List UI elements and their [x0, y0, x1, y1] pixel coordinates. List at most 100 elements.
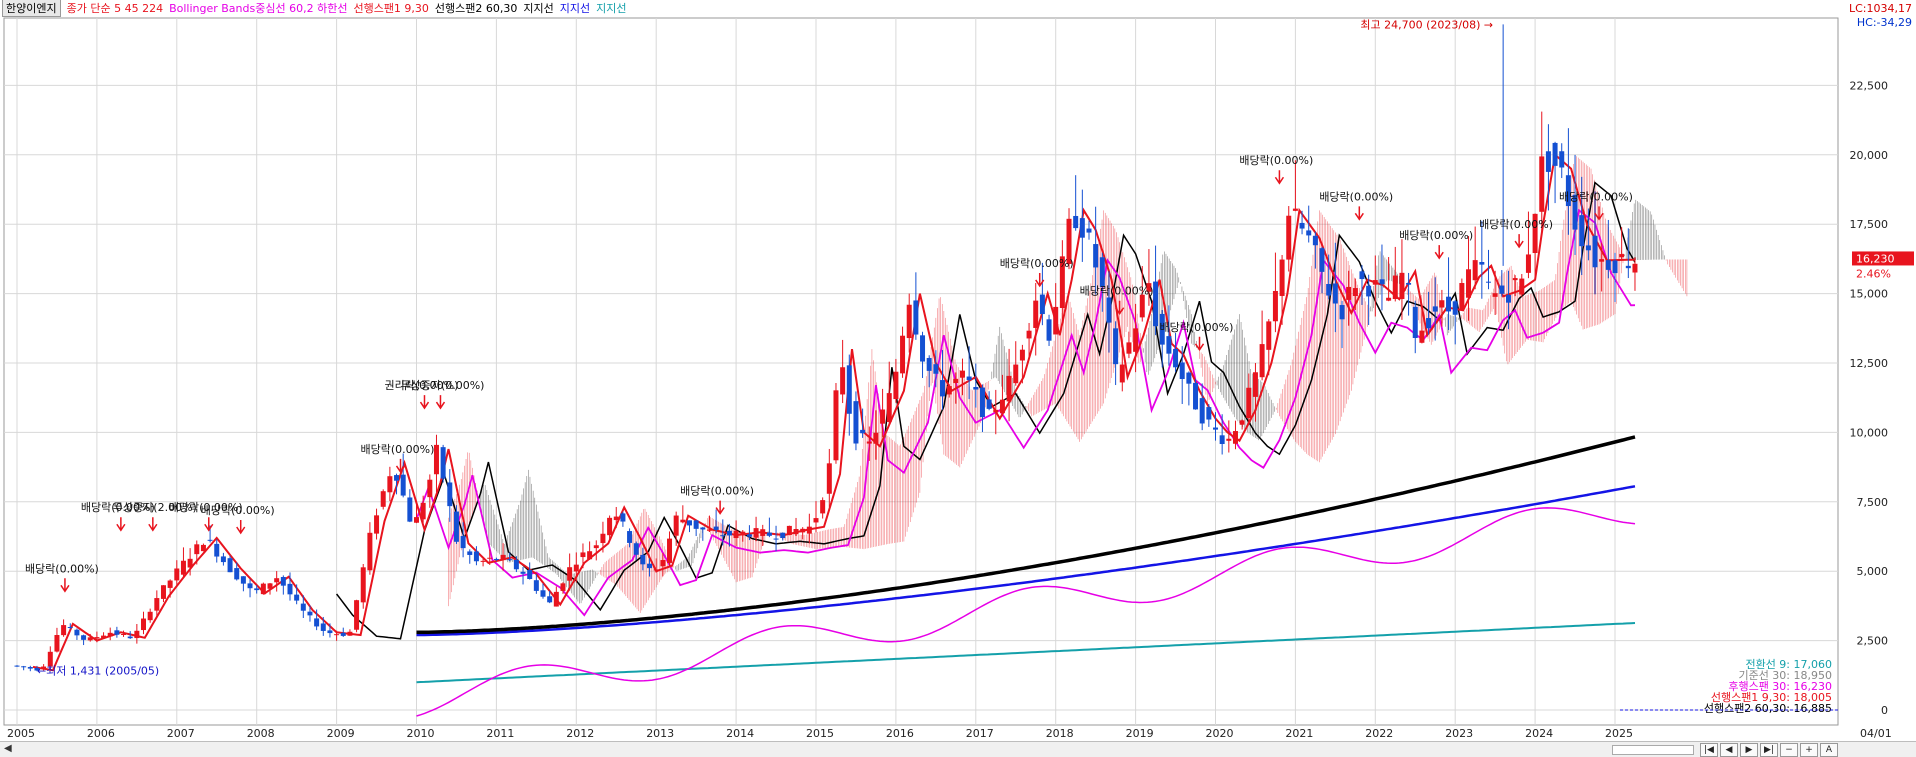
candle-body [640, 554, 646, 565]
candle-body [1439, 300, 1445, 308]
candle-body [1033, 300, 1039, 328]
span1-label[interactable]: 선행스팬1 9,30 [353, 2, 429, 15]
candle-body [180, 560, 186, 575]
candle-body [314, 618, 320, 627]
dividend-annotation: 무상증자(2.00%) [113, 501, 197, 514]
x-tick-label: 2014 [726, 727, 754, 740]
y-tick-label: 7,500 [1857, 496, 1889, 509]
candle-body [1565, 175, 1571, 207]
last-date-label: 04/01 [1860, 727, 1892, 740]
candle-body [653, 569, 659, 571]
candle-body [47, 651, 53, 667]
candle-body [1106, 297, 1112, 323]
price-chart[interactable]: 0 2,500 5,000 7,500 10,000 12,500 15,000 17,500… [0, 0, 1916, 741]
candle-body [920, 335, 926, 362]
last-page-button[interactable]: ▶| [1760, 743, 1778, 757]
dividend-annotation: 배당락(0.00%) [1000, 257, 1074, 270]
candle-body [1179, 362, 1185, 380]
candle-body [34, 667, 40, 671]
candle-body [493, 558, 499, 560]
candle-body [680, 519, 686, 523]
moving-average-label[interactable]: 종가 단순 5 45 224 [66, 2, 164, 15]
candle-body [1366, 285, 1372, 297]
candle-body [1466, 269, 1472, 298]
candle-body [1053, 306, 1059, 335]
candle-body [194, 544, 200, 555]
candle-body [1572, 194, 1578, 230]
candle-body [1332, 283, 1338, 304]
support-line-label[interactable]: 지지선 [523, 2, 554, 15]
candle-body [513, 559, 519, 570]
candle-body [840, 367, 846, 395]
candle-body [946, 386, 952, 395]
candle-body [587, 551, 593, 560]
candle-body [520, 571, 526, 574]
candle-body [1339, 305, 1345, 320]
candle-body [260, 583, 266, 595]
dividend-annotation: 배당락(0.00%) [680, 485, 754, 498]
first-page-button[interactable]: |◀ [1700, 743, 1718, 757]
candle-body [1459, 283, 1465, 310]
zoom-slider[interactable] [1612, 745, 1694, 755]
candle-body [700, 527, 706, 530]
candle-body [873, 432, 879, 444]
candle-body [1492, 293, 1498, 297]
candle-body [327, 630, 333, 634]
stock-name-label[interactable]: 한양이엔지 [2, 0, 61, 17]
dividend-annotation: 배당락(0.00%) [25, 562, 99, 575]
candle-body [487, 557, 493, 559]
zoom-out-button[interactable]: − [1780, 743, 1798, 757]
dividend-arrow-icon [1354, 206, 1364, 221]
candle-body [414, 517, 419, 523]
zoom-in-button[interactable]: + [1800, 743, 1818, 757]
chart-scrollbar[interactable]: ◀ |◀ ◀ ▶ ▶| − + A [0, 741, 1916, 757]
candle-body [1286, 215, 1292, 260]
candle-body [1359, 271, 1365, 280]
x-tick-label: 2013 [646, 727, 674, 740]
candle-body [926, 357, 932, 371]
candle-body [853, 401, 859, 444]
candle-body [553, 591, 559, 607]
candle-body [347, 631, 353, 636]
candle-body [147, 611, 153, 621]
high-annotation: 최고 24,700 (2023/08) → [1360, 18, 1493, 31]
ichimoku-legend-item: 선행스팬1 9,30: 18,005 [1711, 691, 1832, 704]
candle-body [280, 576, 286, 586]
support-line-label-3[interactable]: 지지선 [596, 2, 627, 15]
candle-body [440, 447, 446, 479]
candle-body [300, 603, 306, 611]
candle-body [986, 399, 992, 409]
x-tick-label: 2017 [966, 727, 994, 740]
candle-body [1619, 254, 1625, 258]
ichimoku-legend-item: 후행스팬 30: 16,230 [1728, 680, 1832, 693]
prev-page-button[interactable]: ◀ [1720, 743, 1738, 757]
candle-body [467, 551, 473, 555]
support-line-label-2[interactable]: 지지선 [559, 2, 591, 15]
font-size-button[interactable]: A [1820, 743, 1838, 757]
candle-body [500, 554, 506, 560]
dividend-arrow-icon [715, 500, 725, 515]
candle-body [473, 551, 479, 562]
candle-body [1632, 263, 1638, 273]
price-tag-value: 16,230 [1856, 252, 1895, 265]
scroll-left-arrow-icon[interactable]: ◀ [4, 743, 12, 754]
candle-body [1319, 248, 1325, 272]
bollinger-label[interactable]: Bollinger Bands중심선 60,2 하한선 [169, 2, 348, 15]
span2-label[interactable]: 선행스팬2 60,30 [434, 2, 518, 15]
dividend-arrow-icon [1434, 245, 1444, 260]
support-line-blue [416, 485, 1636, 637]
next-page-button[interactable]: ▶ [1740, 743, 1758, 757]
candle-body [1046, 319, 1052, 341]
candle-body [627, 531, 633, 543]
candle-body [1073, 215, 1079, 229]
candle-body [1219, 435, 1225, 445]
ichimoku-legend-item: 기준선 30: 18,950 [1738, 669, 1832, 682]
candle-body [374, 515, 380, 534]
candle-body [1299, 222, 1305, 229]
candle-body [1505, 294, 1511, 303]
candle-body [647, 563, 653, 569]
candle-body [1545, 151, 1551, 172]
dividend-arrow-icon [116, 517, 126, 532]
candle-body [87, 637, 93, 641]
candle-body [101, 635, 107, 639]
